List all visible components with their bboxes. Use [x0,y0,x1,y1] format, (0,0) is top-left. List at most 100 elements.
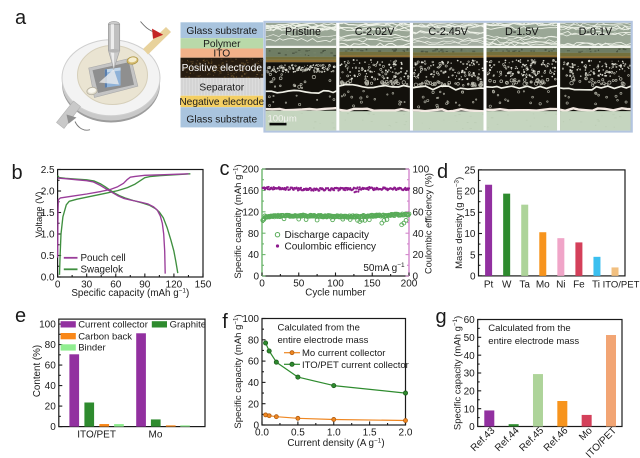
svg-text:Glass substrate: Glass substrate [186,114,257,125]
svg-text:20: 20 [248,399,260,410]
svg-text:60: 60 [464,315,476,326]
svg-text:15: 15 [464,208,476,219]
svg-text:Graphite: Graphite [170,320,206,331]
svg-text:30: 30 [81,280,93,291]
svg-text:40: 40 [45,381,57,392]
svg-text:40: 40 [413,229,425,240]
svg-text:Binder: Binder [78,343,105,354]
svg-text:0: 0 [253,421,259,432]
svg-text:0.0: 0.0 [41,273,55,284]
svg-text:d: d [437,161,448,183]
svg-text:150: 150 [195,280,212,291]
svg-text:80: 80 [248,229,260,240]
svg-text:entire electrode mass: entire electrode mass [278,335,369,346]
svg-text:Discharge capacity: Discharge capacity [285,230,369,241]
svg-text:1.0: 1.0 [41,230,55,241]
svg-text:200: 200 [401,279,418,290]
svg-text:Glass substrate: Glass substrate [186,26,257,37]
svg-text:Calculated from the: Calculated from the [278,322,360,333]
svg-text:1.0: 1.0 [327,428,341,439]
svg-text:Carbon back: Carbon back [78,331,132,342]
svg-text:50: 50 [293,279,305,290]
svg-text:20: 20 [45,402,57,413]
svg-text:a: a [15,7,27,29]
svg-text:Mo current collector: Mo current collector [302,348,385,359]
svg-text:Pouch cell: Pouch cell [81,253,126,264]
svg-text:80: 80 [45,340,57,351]
svg-text:ITO/PET: ITO/PET [77,430,116,441]
svg-text:g: g [435,306,446,328]
svg-text:Mo: Mo [149,430,163,441]
svg-text:W: W [502,280,512,291]
svg-text:Specific capacity (mAh g−1): Specific capacity (mAh g−1) [232,314,244,428]
svg-text:160: 160 [242,186,259,197]
svg-text:60: 60 [248,357,260,368]
svg-text:200: 200 [242,165,259,176]
svg-text:50: 50 [464,333,476,344]
svg-text:60: 60 [45,361,57,372]
svg-text:120: 120 [242,207,259,218]
svg-text:Specific capacity (mAh g−1): Specific capacity (mAh g−1) [452,316,464,430]
svg-text:30: 30 [464,369,476,380]
svg-text:10: 10 [464,404,476,415]
svg-text:Pristine: Pristine [285,26,321,38]
svg-text:Cycle number: Cycle number [305,287,366,298]
svg-text:C-2.02V: C-2.02V [355,26,395,38]
svg-text:40: 40 [464,351,476,362]
svg-text:50mA g−1: 50mA g−1 [363,262,405,274]
svg-text:0: 0 [253,272,259,283]
svg-text:0.0: 0.0 [255,428,269,439]
svg-text:b: b [11,162,22,184]
svg-text:Ti: Ti [592,280,600,291]
svg-text:100: 100 [242,314,259,325]
svg-text:Calculated from the: Calculated from the [488,323,570,334]
svg-text:1.5: 1.5 [363,428,377,439]
svg-text:Voltage (V): Voltage (V) [34,192,44,238]
svg-text:80: 80 [413,186,425,197]
svg-text:0: 0 [470,272,476,283]
svg-text:10: 10 [464,229,476,240]
svg-text:100: 100 [39,320,56,331]
svg-text:Polymer: Polymer [203,39,241,50]
svg-text:100: 100 [413,165,430,176]
svg-text:c: c [220,158,230,180]
svg-text:Ta: Ta [519,280,530,291]
svg-text:Current density (A g−1): Current density (A g−1) [287,437,384,449]
svg-text:0.5: 0.5 [41,251,55,262]
svg-text:60: 60 [110,280,122,291]
svg-text:40: 40 [248,378,260,389]
svg-text:0: 0 [469,422,475,433]
svg-text:Separator: Separator [199,82,244,93]
svg-text:Current collector: Current collector [78,320,148,331]
svg-text:20: 20 [464,386,476,397]
svg-text:f: f [222,311,228,333]
svg-text:e: e [15,305,26,327]
svg-text:0.5: 0.5 [291,428,305,439]
svg-text:Negative electrode: Negative electrode [179,97,264,108]
svg-text:Content (%): Content (%) [32,345,43,397]
svg-text:ITO/PET current collector: ITO/PET current collector [302,360,409,371]
svg-text:0: 0 [50,422,56,433]
svg-text:40: 40 [248,250,260,261]
svg-text:Mo: Mo [536,280,550,291]
svg-text:0: 0 [413,272,419,283]
svg-text:Ni: Ni [556,280,565,291]
svg-text:ITO: ITO [213,48,230,59]
svg-text:ITO/PET: ITO/PET [603,280,640,291]
svg-text:0: 0 [55,280,61,291]
svg-text:Coulombic efficiency: Coulombic efficiency [285,242,377,253]
svg-text:0: 0 [259,279,265,290]
svg-text:2.0: 2.0 [399,428,413,439]
svg-text:entire electrode mass: entire electrode mass [488,336,579,347]
svg-text:C-2.45V: C-2.45V [428,26,468,38]
svg-text:Coulombic efficiency (%): Coulombic efficiency (%) [424,173,434,274]
svg-text:Specific capacity (mAh g−1): Specific capacity (mAh g−1) [71,287,189,299]
svg-text:25: 25 [464,166,476,177]
svg-text:150: 150 [364,279,381,290]
svg-text:60: 60 [413,207,425,218]
svg-text:Fe: Fe [573,280,585,291]
svg-text:2.0: 2.0 [41,187,55,198]
svg-text:D-0.1V: D-0.1V [579,26,613,38]
svg-text:Mass density (g cm−3): Mass density (g cm−3) [453,177,465,269]
svg-text:100: 100 [327,279,344,290]
